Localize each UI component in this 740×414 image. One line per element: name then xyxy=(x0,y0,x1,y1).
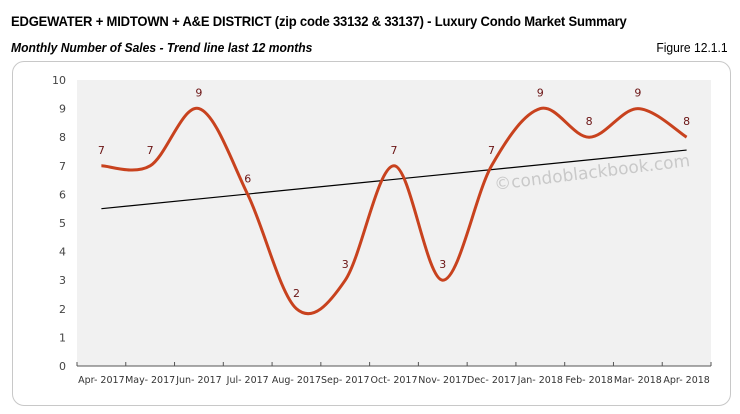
x-tick-label: Apr- 2017 xyxy=(78,375,124,386)
sales-line xyxy=(101,106,688,316)
x-tick-label: Mar- 2018 xyxy=(614,375,662,386)
data-label: 6 xyxy=(244,172,251,185)
x-tick-label: Jan- 2018 xyxy=(517,375,563,386)
y-tick-label: 5 xyxy=(59,217,66,230)
trend-line xyxy=(101,149,687,210)
x-tick-label: Apr- 2018 xyxy=(663,375,709,386)
y-tick-label: 0 xyxy=(59,360,66,373)
y-axis: 0 1 2 3 4 5 6 7 8 9 10 xyxy=(52,74,66,373)
chart-frame xyxy=(12,61,731,406)
y-tick-label: 4 xyxy=(59,246,66,259)
x-axis: Apr- 2017 May- 2017 Jun- 2017 Jul- 2017 Aug-… xyxy=(76,362,712,386)
x-tick-label: Jun- 2017 xyxy=(175,375,221,386)
x-tick-label: Oct- 2017 xyxy=(370,375,417,386)
data-label: 7 xyxy=(147,144,154,157)
data-label: 7 xyxy=(98,144,105,157)
y-tick-label: 8 xyxy=(59,131,66,144)
data-label: 8 xyxy=(586,115,593,128)
x-tick-label: Nov- 2017 xyxy=(418,375,467,386)
x-tick-label: Sep- 2017 xyxy=(321,375,370,386)
y-tick-label: 2 xyxy=(59,303,66,316)
y-tick-label: 3 xyxy=(59,274,66,287)
y-tick-label: 6 xyxy=(59,188,66,201)
data-label: 9 xyxy=(537,87,544,100)
y-tick-label: 9 xyxy=(59,103,66,116)
x-tick-label: Feb- 2018 xyxy=(565,375,612,386)
data-label: 9 xyxy=(634,87,641,100)
x-tick-label: May- 2017 xyxy=(125,375,175,386)
data-label: 3 xyxy=(439,258,446,271)
chart-title: EDGEWATER + MIDTOWN + A&E DISTRICT (zip … xyxy=(11,13,627,29)
y-tick-label: 1 xyxy=(59,331,66,344)
data-label: 2 xyxy=(293,287,300,300)
data-label: 9 xyxy=(195,87,202,100)
data-label: 7 xyxy=(488,144,495,157)
plot-area xyxy=(77,80,711,366)
data-label: 3 xyxy=(342,258,349,271)
y-tick-label: 10 xyxy=(52,74,66,87)
x-tick-label: Aug- 2017 xyxy=(272,375,321,386)
data-label: 8 xyxy=(683,115,690,128)
x-tick-label: Jul- 2017 xyxy=(226,375,269,386)
data-label: 7 xyxy=(391,144,398,157)
y-tick-label: 7 xyxy=(59,160,66,173)
data-labels: 7 7 9 6 2 3 7 3 7 9 8 9 8 xyxy=(98,87,690,300)
chart-subtitle: Monthly Number of Sales - Trend line las… xyxy=(11,40,313,55)
figure-label: Figure 12.1.1 xyxy=(656,40,728,55)
x-tick-label: Dec- 2017 xyxy=(467,375,516,386)
